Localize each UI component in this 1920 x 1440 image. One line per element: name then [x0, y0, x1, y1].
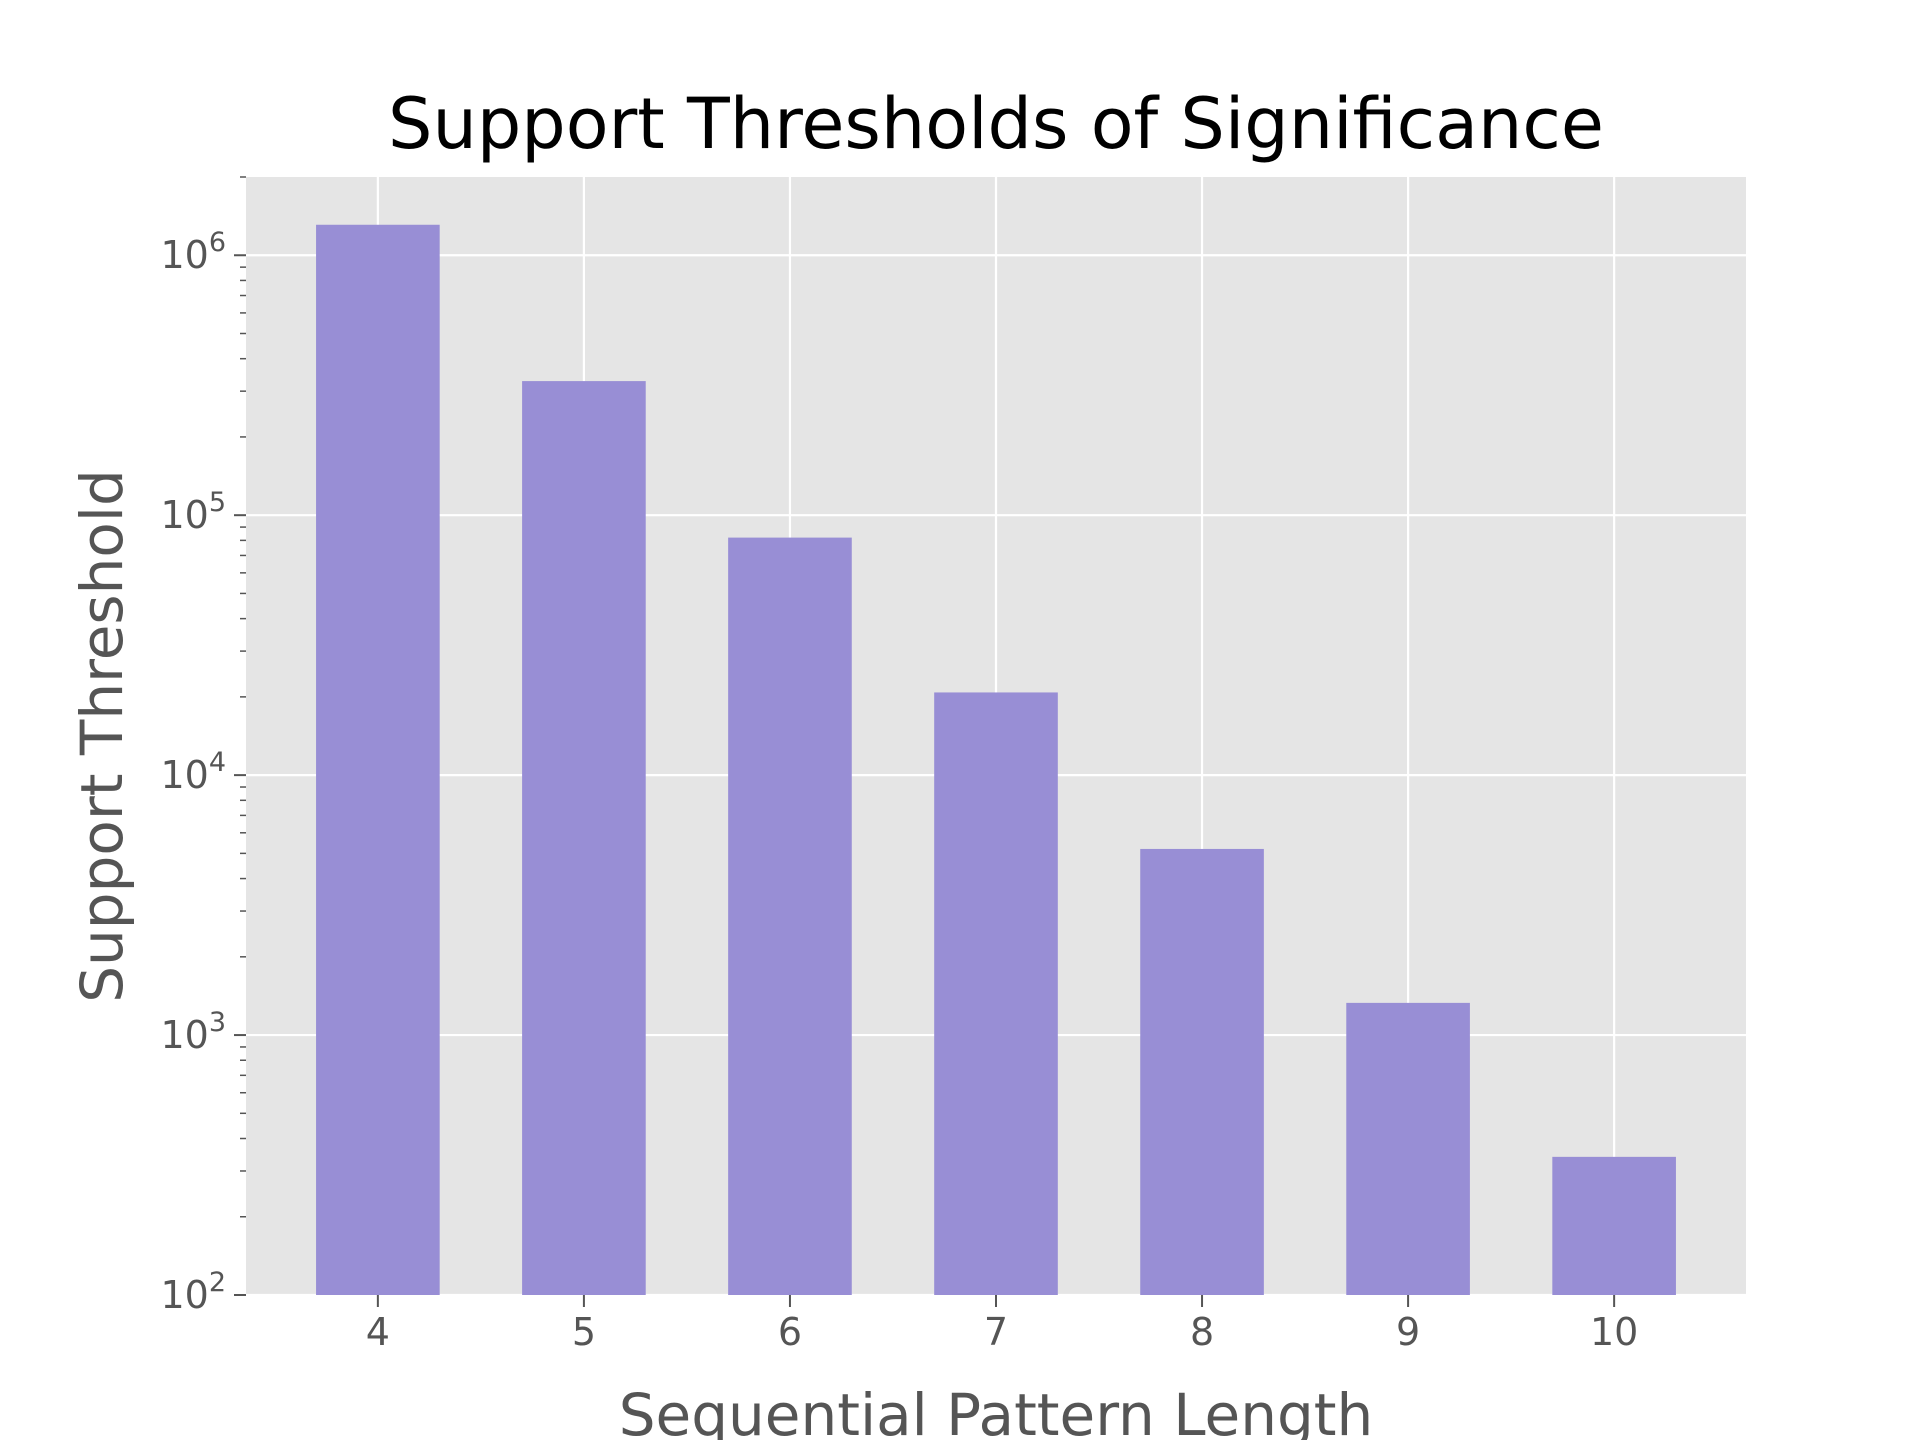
x-tick-label: 10 [1590, 1310, 1638, 1354]
x-tick-label: 9 [1396, 1310, 1420, 1354]
y-tick-label: 105 [160, 487, 226, 537]
y-tick-base: 10 [160, 753, 208, 797]
y-tick-exponent: 3 [209, 1007, 226, 1038]
y-tick-base: 10 [160, 1273, 208, 1317]
y-tick-exponent: 5 [209, 487, 226, 518]
x-axis-label: Sequential Pattern Length [619, 1381, 1374, 1440]
y-tick-base: 10 [160, 233, 208, 277]
y-axis-label: Support Threshold [68, 469, 136, 1003]
y-tick-exponent: 4 [209, 747, 226, 778]
y-tick-label: 103 [160, 1007, 226, 1057]
bar-8 [1140, 848, 1264, 1295]
chart-title: Support Thresholds of Significance [388, 83, 1604, 165]
y-tick-label: 106 [160, 227, 226, 277]
x-tick-label: 4 [366, 1310, 390, 1354]
x-tick-label: 5 [572, 1310, 596, 1354]
y-tick-base: 10 [160, 493, 208, 537]
y-tick-label: 102 [160, 1267, 226, 1317]
x-tick-label: 6 [778, 1310, 802, 1354]
bar-9 [1346, 1002, 1470, 1295]
y-tick-exponent: 6 [209, 227, 226, 258]
bars [316, 224, 1676, 1296]
bar-10 [1552, 1156, 1676, 1295]
y-tick-base: 10 [160, 1013, 208, 1057]
bar-6 [728, 537, 852, 1295]
x-tick-label: 8 [1190, 1310, 1214, 1354]
y-tick-label: 104 [160, 747, 226, 797]
bar-4 [316, 224, 440, 1295]
bar-7 [934, 692, 1058, 1295]
x-tick-label: 7 [984, 1310, 1008, 1354]
y-tick-exponent: 2 [209, 1267, 226, 1298]
bar-5 [522, 381, 646, 1296]
